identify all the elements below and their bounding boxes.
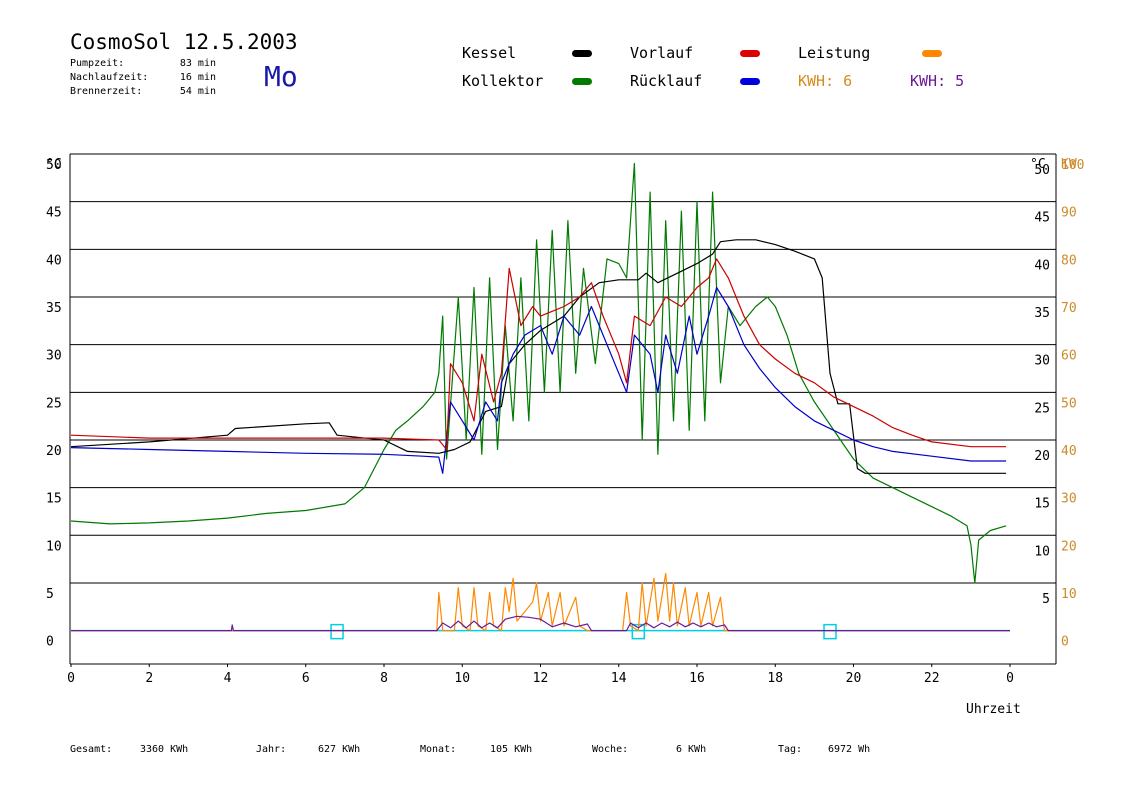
y-tick-left-0: 0 [46,635,54,650]
series-line-kollektor [70,162,1007,584]
footer-jahr-value: 627 KWh [318,744,361,755]
x-tick-4: 8 [380,671,388,686]
x-tick-0: 0 [67,671,75,686]
y-tick-left-40: 40 [46,253,62,268]
y-tick-right-c-10: 10 [1034,544,1050,559]
stat-brennerzeit: Brennerzeit: 54 min [70,86,216,97]
legend-leistung: Leistung [798,44,871,62]
y-tick-right-c-15: 15 [1034,497,1050,512]
y-tick-right-kw-40: 40 [1061,444,1077,459]
y-tick-right-kw-80: 80 [1061,253,1077,268]
y-axis-label-right-c: °C [1030,157,1046,172]
x-tick-7: 14 [611,671,627,686]
y-tick-right-c-30: 30 [1034,354,1050,369]
footer-jahr-label: Jahr: [256,744,287,755]
y-tick-left-15: 15 [46,492,62,507]
x-tick-5: 10 [454,671,470,686]
footer-woche-label: Woche: [592,744,629,755]
y-tick-left-25: 25 [46,396,62,411]
stat-pumpzeit: Pumpzeit: 83 min [70,58,216,69]
x-tick-9: 18 [767,671,783,686]
y-tick-left-20: 20 [46,444,62,459]
footer-gesamt-label: Gesamt: [70,744,113,755]
y-tick-left-10: 10 [46,539,62,554]
series-line-vorlauf [70,258,1007,451]
weekday-label: Mo [264,60,298,93]
legend-kessel: Kessel [462,44,517,62]
y-tick-right-kw-20: 20 [1061,539,1077,554]
x-tick-11: 22 [924,671,940,686]
y-tick-right-c-20: 20 [1034,449,1050,464]
x-tick-3: 6 [302,671,310,686]
x-tick-8: 16 [689,671,705,686]
x-tick-1: 2 [145,671,153,686]
x-tick-10: 20 [846,671,862,686]
x-tick-12: 0 [1006,671,1014,686]
y-axis-label-left: °C [46,157,62,172]
y-tick-left-45: 45 [46,206,62,221]
legend-kessel-swatch [572,50,592,57]
y-axis-label-right-kw: KW [1061,157,1077,172]
y-tick-right-kw-30: 30 [1061,492,1077,507]
footer-monat-label: Monat: [420,744,457,755]
y-tick-right-kw-0: 0 [1061,635,1069,650]
legend-kollektor-swatch [572,78,592,85]
footer-monat-value: 105 KWh [490,744,533,755]
y-tick-right-c-40: 40 [1034,258,1050,273]
footer-tag-value: 6972 Wh [828,744,871,755]
series-line-kwh2 [71,615,1010,632]
marker-2 [823,623,837,640]
stat-nachlaufzeit: Nachlaufzeit: 16 min [70,72,216,83]
y-tick-right-kw-60: 60 [1061,349,1077,364]
legend-kwh-2: KWH: 5 [910,72,965,90]
y-tick-right-kw-50: 50 [1061,396,1077,411]
y-tick-right-kw-90: 90 [1061,206,1077,221]
legend-ruecklauf-swatch [740,78,760,85]
footer-woche-value: 6 KWh [676,744,707,755]
footer-tag-label: Tag: [778,744,803,755]
y-tick-left-50: 50 [46,158,62,173]
marker-0 [330,623,344,640]
y-tick-right-kw-70: 70 [1061,301,1077,316]
legend-kollektor: Kollektor [462,72,544,90]
y-tick-right-kw-10: 10 [1061,587,1077,602]
x-tick-2: 4 [224,671,232,686]
legend-vorlauf-swatch [740,50,760,57]
y-tick-left-30: 30 [46,349,62,364]
legend-vorlauf: Vorlauf [630,44,694,62]
x-axis-label: Uhrzeit [966,702,1021,717]
series-line-leistung [71,572,1010,632]
legend-kwh-1: KWH: 6 [798,72,853,90]
y-tick-right-c-35: 35 [1034,306,1050,321]
series-line-ruecklauf [70,286,1007,474]
x-tick-6: 12 [533,671,549,686]
footer-gesamt-value: 3360 KWh [140,744,189,755]
legend-ruecklauf: Rücklauf [630,72,703,90]
y-tick-right-c-5: 5 [1042,592,1050,607]
y-tick-left-5: 5 [46,587,54,602]
y-tick-right-c-45: 45 [1034,211,1050,226]
y-tick-right-kw-100: 100 [1061,158,1084,173]
y-tick-right-c-50: 50 [1034,163,1050,178]
y-tick-left-35: 35 [46,301,62,316]
legend-leistung-swatch [922,50,942,57]
page-title: CosmoSol 12.5.2003 [70,30,298,54]
y-tick-right-c-25: 25 [1034,401,1050,416]
